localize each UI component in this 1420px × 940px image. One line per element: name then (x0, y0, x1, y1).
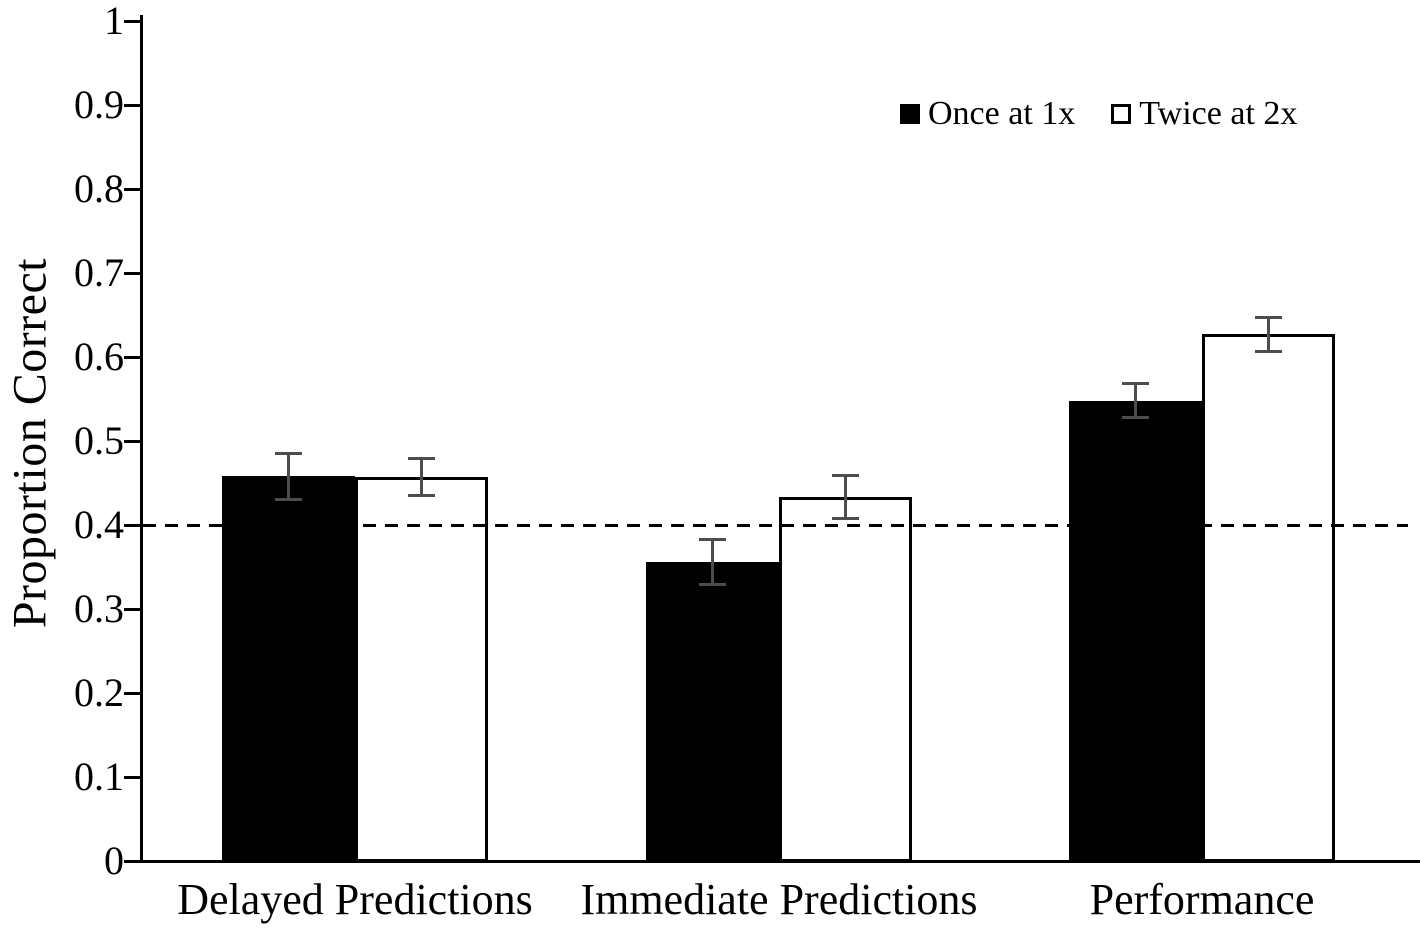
chance-reference-line (143, 524, 1408, 527)
error-bar-top-cap (408, 456, 435, 460)
y-axis-tick-label: 0.4 (74, 502, 124, 547)
x-axis-label-immediate-predictions: Immediate Predictions (580, 875, 978, 924)
y-axis-tick (124, 524, 140, 527)
legend: Once at 1x Twice at 2x (900, 97, 1297, 131)
y-axis-tick-label: 0.2 (74, 670, 124, 715)
legend-item-once-at-1x: Once at 1x (900, 97, 1075, 131)
legend-label: Once at 1x (928, 95, 1076, 132)
error-bar (1134, 383, 1137, 419)
y-axis-tick-label: 0.6 (74, 334, 124, 379)
y-axis-tick (124, 104, 140, 107)
error-bar (844, 475, 847, 520)
y-axis-tick-label: 0.1 (74, 754, 124, 799)
bar-once-at-1x (646, 561, 779, 862)
y-axis-tick (124, 440, 140, 443)
error-bar-bottom-cap (699, 582, 726, 586)
error-bar (287, 452, 290, 500)
legend-item-twice-at-2x: Twice at 2x (1111, 97, 1297, 131)
legend-swatch-icon (900, 104, 920, 124)
error-bar-bottom-cap (832, 517, 859, 521)
legend-swatch-icon (1111, 104, 1132, 124)
y-axis-line (140, 15, 143, 863)
bar-once-at-1x (1069, 400, 1202, 862)
y-axis-tick (124, 20, 140, 23)
y-axis-tick (124, 860, 140, 863)
bar-twice-at-2x (779, 497, 912, 862)
error-bar-bottom-cap (275, 497, 302, 501)
error-bar-top-cap (1255, 315, 1282, 319)
y-axis-tick (124, 692, 140, 695)
x-axis-label-delayed-predictions: Delayed Predictions (177, 875, 533, 924)
bar-once-at-1x (222, 476, 355, 862)
y-axis-tick (124, 188, 140, 191)
bar-twice-at-2x (1202, 334, 1335, 862)
y-axis-tick-label: 1 (104, 0, 124, 43)
error-bar-top-cap (1122, 382, 1149, 386)
error-bar-top-cap (832, 474, 859, 478)
bar-twice-at-2x (355, 477, 488, 862)
error-bar-bottom-cap (408, 494, 435, 498)
y-axis-tick (124, 776, 140, 779)
error-bar (711, 539, 714, 585)
error-bar-top-cap (699, 538, 726, 542)
error-bar-bottom-cap (1255, 349, 1282, 353)
error-bar (1267, 316, 1270, 352)
y-axis-tick (124, 356, 140, 359)
legend-label: Twice at 2x (1139, 95, 1298, 132)
y-axis-tick (124, 272, 140, 275)
y-axis-tick-label: 0 (104, 838, 124, 883)
y-axis-tick (124, 608, 140, 611)
y-axis-tick-label: 0.5 (74, 418, 124, 463)
error-bar-top-cap (275, 451, 302, 455)
error-bar-bottom-cap (1122, 416, 1149, 420)
y-axis-tick-label: 0.8 (74, 166, 124, 211)
y-axis-tick-label: 0.9 (74, 82, 124, 127)
x-axis-label-performance: Performance (1089, 875, 1315, 924)
y-axis-tick-label: 0.7 (74, 250, 124, 295)
y-axis-tick-label: 0.3 (74, 586, 124, 631)
error-bar (420, 457, 423, 497)
